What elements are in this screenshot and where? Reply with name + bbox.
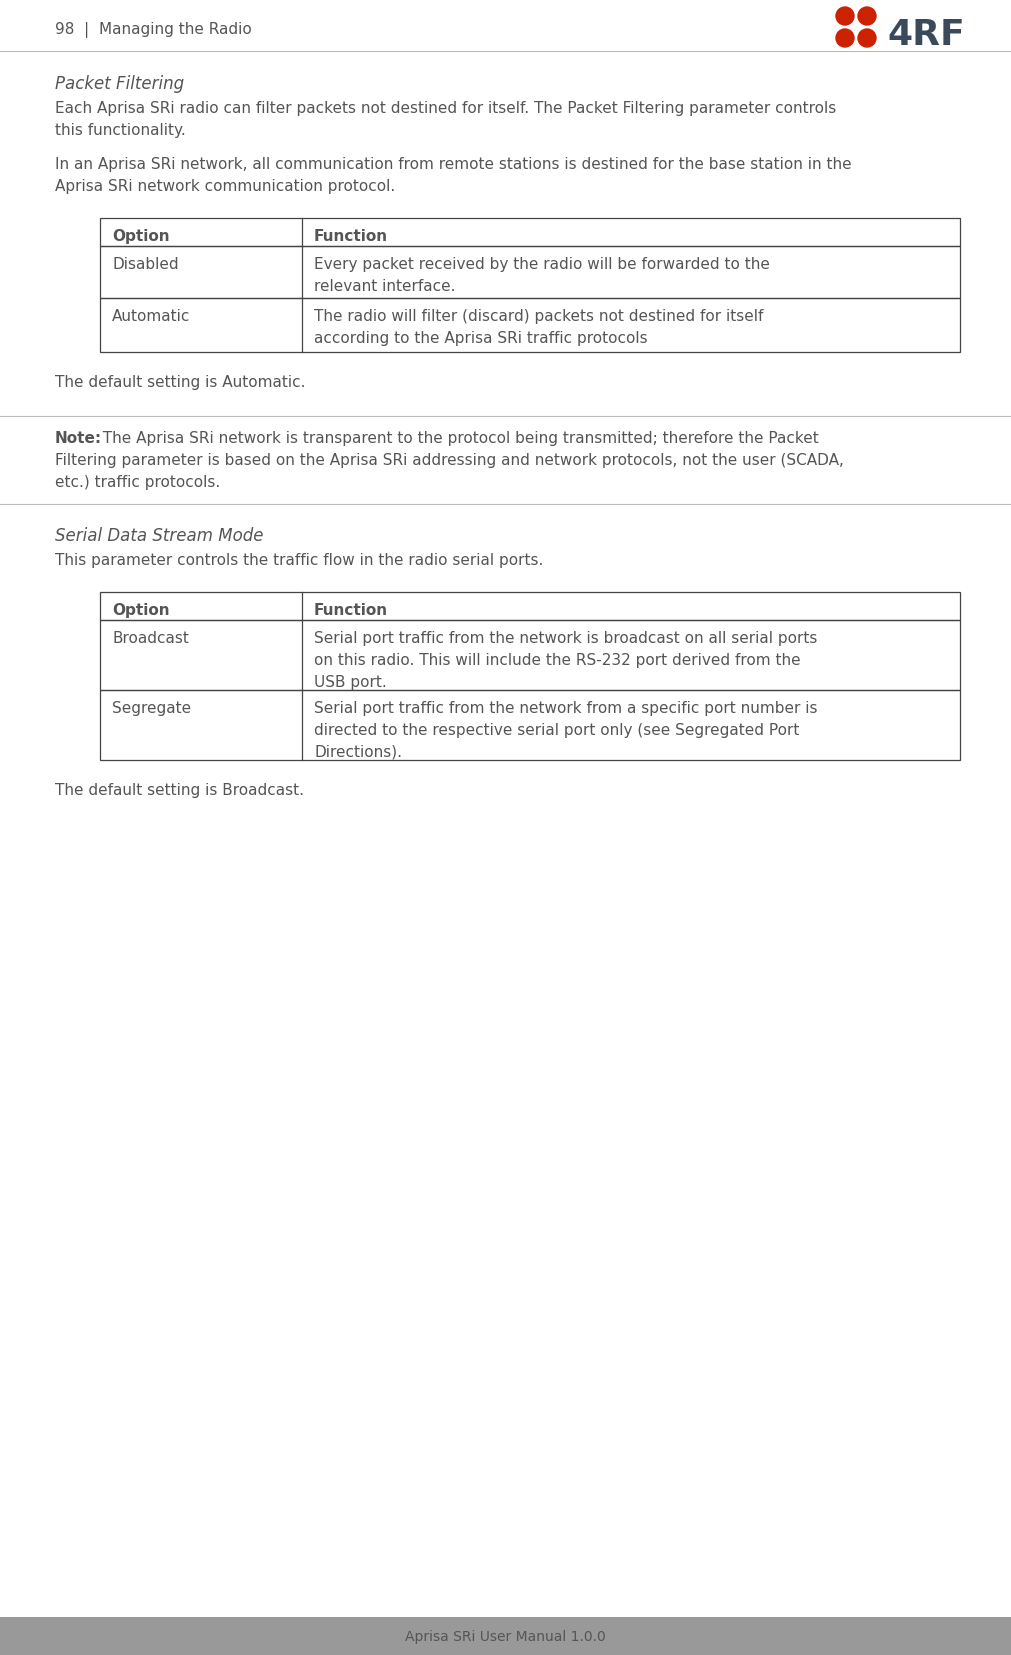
Bar	[100, 300, 960, 353]
Text: Serial port traffic from the network from a specific port number is: Serial port traffic from the network fro…	[314, 700, 818, 715]
Bar	[100, 621, 960, 690]
Text: relevant interface.: relevant interface.	[314, 278, 456, 295]
Text: Serial Data Stream Mode: Serial Data Stream Mode	[55, 526, 264, 544]
Text: according to the Aprisa SRi traffic protocols: according to the Aprisa SRi traffic prot…	[314, 331, 648, 346]
Text: The default setting is Broadcast.: The default setting is Broadcast.	[55, 783, 304, 798]
Text: Function: Function	[314, 228, 388, 243]
Text: Function: Function	[314, 602, 388, 617]
Text: Every packet received by the radio will be forwarded to the: Every packet received by the radio will …	[314, 257, 770, 271]
Text: Each Aprisa SRi radio can filter packets not destined for itself. The Packet Fil: Each Aprisa SRi radio can filter packets…	[55, 101, 836, 116]
Text: USB port.: USB port.	[314, 675, 387, 690]
Text: The Aprisa SRi network is transparent to the protocol being transmitted; therefo: The Aprisa SRi network is transparent to…	[93, 430, 819, 445]
Text: Serial port traffic from the network is broadcast on all serial ports: Serial port traffic from the network is …	[314, 631, 818, 645]
Text: This parameter controls the traffic flow in the radio serial ports.: This parameter controls the traffic flow…	[55, 553, 543, 568]
Text: In an Aprisa SRi network, all communication from remote stations is destined for: In an Aprisa SRi network, all communicat…	[55, 157, 851, 172]
Circle shape	[836, 8, 854, 26]
Text: on this radio. This will include the RS-232 port derived from the: on this radio. This will include the RS-…	[314, 652, 801, 667]
Circle shape	[858, 8, 876, 26]
Text: Note:: Note:	[55, 430, 102, 445]
Text: Disabled: Disabled	[112, 257, 179, 271]
Bar	[100, 218, 960, 247]
Text: etc.) traffic protocols.: etc.) traffic protocols.	[55, 475, 220, 490]
Text: Directions).: Directions).	[314, 745, 402, 760]
Circle shape	[836, 30, 854, 48]
Text: 4RF: 4RF	[887, 18, 964, 51]
Text: The default setting is Automatic.: The default setting is Automatic.	[55, 374, 305, 391]
Text: Option: Option	[112, 602, 170, 617]
Text: Automatic: Automatic	[112, 309, 190, 324]
Text: Packet Filtering: Packet Filtering	[55, 74, 184, 93]
Text: Filtering parameter is based on the Aprisa SRi addressing and network protocols,: Filtering parameter is based on the Apri…	[55, 453, 844, 468]
Text: 98  |  Managing the Radio: 98 | Managing the Radio	[55, 22, 252, 38]
Bar	[100, 690, 960, 761]
Bar	[100, 247, 960, 300]
Bar	[100, 592, 960, 621]
Text: this functionality.: this functionality.	[55, 122, 186, 137]
Text: Broadcast: Broadcast	[112, 631, 189, 645]
Text: The radio will filter (discard) packets not destined for itself: The radio will filter (discard) packets …	[314, 309, 763, 324]
Bar	[0, 1617, 1011, 1655]
Text: directed to the respective serial port only (see Segregated Port: directed to the respective serial port o…	[314, 723, 800, 738]
Circle shape	[858, 30, 876, 48]
Text: Segregate: Segregate	[112, 700, 191, 715]
Text: Aprisa SRi network communication protocol.: Aprisa SRi network communication protoco…	[55, 179, 395, 194]
Text: Option: Option	[112, 228, 170, 243]
Text: Aprisa SRi User Manual 1.0.0: Aprisa SRi User Manual 1.0.0	[405, 1629, 606, 1643]
